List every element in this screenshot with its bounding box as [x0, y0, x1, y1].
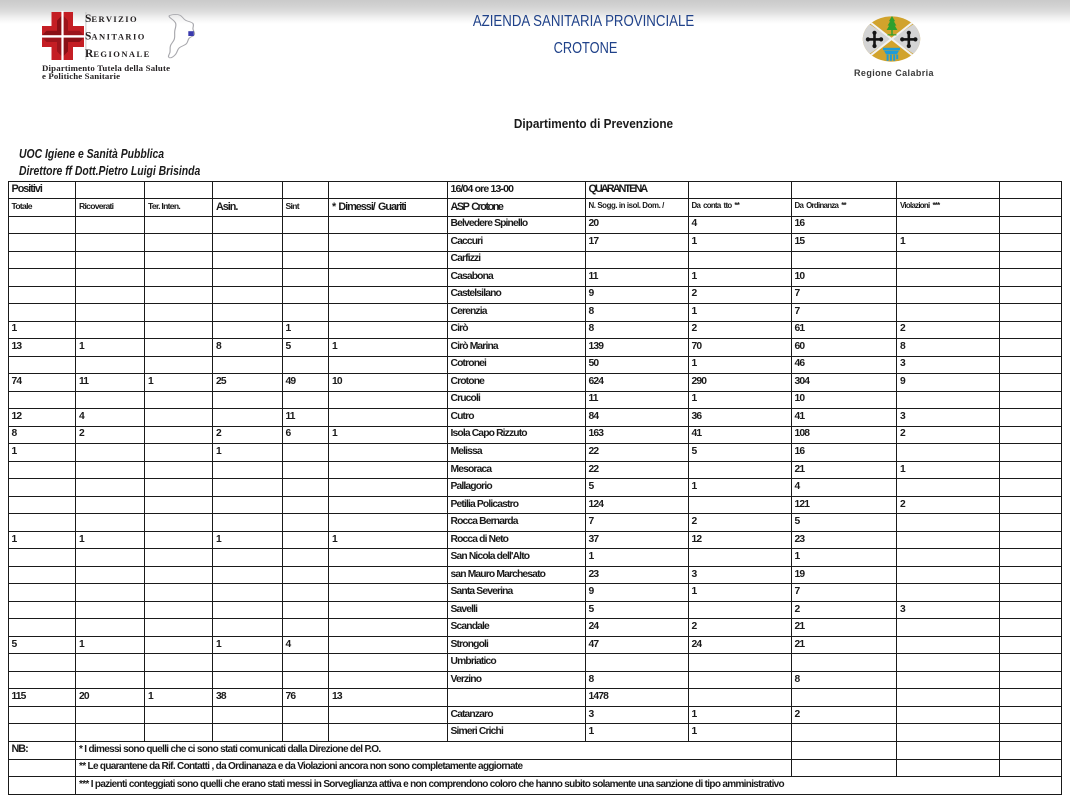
svg-text:e Politiche Sanitarie: e Politiche Sanitarie [42, 71, 120, 81]
svg-text:SANITARIO: SANITARIO [85, 31, 146, 43]
svg-text:REGIONALE: REGIONALE [85, 48, 151, 60]
svg-text:SERVIZIO: SERVIZIO [85, 13, 138, 25]
svg-text:Regione Calabria: Regione Calabria [854, 68, 935, 78]
svg-text:Dipartimento Tutela della Salu: Dipartimento Tutela della Salute [42, 63, 170, 73]
